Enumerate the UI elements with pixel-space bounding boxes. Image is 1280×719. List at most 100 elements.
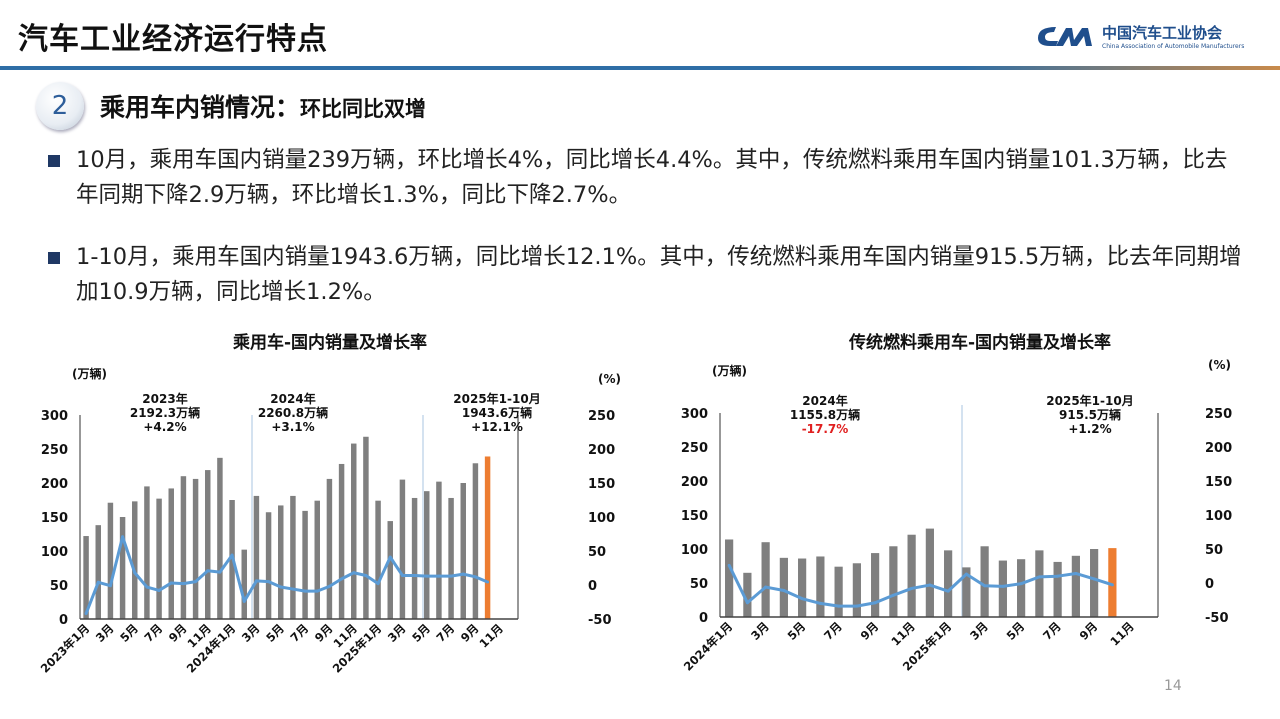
y-tick-label: 250 [41, 443, 68, 458]
bar [907, 534, 916, 617]
growth-point [157, 588, 161, 592]
growth-point [364, 573, 368, 577]
bar [436, 481, 442, 619]
y2-tick-label: 200 [588, 443, 615, 458]
x-tick-label: 5月 [409, 621, 433, 645]
bar [816, 556, 825, 617]
bar [265, 512, 272, 619]
bar [1071, 555, 1080, 617]
y-tick-label: 150 [681, 509, 708, 524]
growth-point [327, 584, 331, 588]
bar [448, 497, 454, 619]
x-tick-label: 3月 [967, 619, 991, 643]
y2-tick-label: 100 [1205, 509, 1232, 524]
period-annotation: 915.5万辆 [1059, 407, 1121, 422]
growth-line [84, 535, 489, 615]
growth-point [873, 601, 877, 605]
x-tick-label: 7月 [288, 621, 312, 645]
growth-point [818, 601, 822, 605]
growth-point [413, 573, 417, 577]
y2-tick-label: -50 [1205, 611, 1229, 626]
growth-point [764, 585, 768, 589]
bar [314, 500, 320, 619]
growth-point [1056, 574, 1060, 578]
chart-2-y-unit: (万辆) [712, 364, 747, 378]
y-tick-label: 0 [59, 613, 68, 628]
y2-tick-label: 250 [1205, 407, 1232, 422]
x-tick-label: 11月 [888, 619, 917, 648]
bar [387, 521, 393, 619]
growth-point [800, 597, 804, 601]
x-tick-label: 5月 [785, 619, 809, 643]
growth-point [108, 584, 112, 588]
growth-point [727, 563, 731, 567]
bar [363, 436, 369, 619]
growth-point [340, 577, 344, 581]
y-tick-label: 200 [681, 475, 708, 490]
bar [144, 486, 150, 619]
bar [998, 560, 1007, 617]
y2-tick-label: 100 [588, 511, 615, 526]
bar [871, 553, 880, 617]
growth-point [461, 572, 465, 576]
x-tick-label: 7月 [821, 619, 845, 643]
x-tick-label: 5月 [263, 621, 287, 645]
bar [411, 497, 418, 619]
period-annotation: -17.7% [802, 422, 849, 436]
y-tick-label: 250 [681, 441, 708, 456]
bar [1053, 561, 1062, 617]
y2-tick-label: 50 [588, 545, 606, 560]
period-annotation: 2025年1-10月 [453, 391, 540, 406]
y2-tick-label: 150 [1205, 475, 1232, 490]
bar [326, 478, 333, 619]
x-tick-label: 9月 [858, 619, 882, 643]
bar [241, 549, 247, 619]
growth-point [206, 569, 210, 573]
caam-logo: 中国汽车工业协会 China Association of Automobile… [1036, 22, 1244, 50]
y-tick-label: 150 [41, 511, 68, 526]
period-annotation: 2023年 [142, 391, 187, 406]
x-tick-label: 7月 [1040, 619, 1064, 643]
bar [944, 550, 953, 617]
bar [217, 457, 223, 619]
section-title-sub: 环比同比双增 [300, 97, 427, 121]
y-tick-label: 50 [50, 579, 68, 594]
bullet-item: 1-10月，乘用车国内销量1943.6万辆，同比增长12.1%。其中，传统燃料乘… [48, 240, 1248, 310]
y2-tick-label: 200 [1205, 441, 1232, 456]
growth-point [983, 584, 987, 588]
growth-point [437, 574, 441, 578]
x-tick-label: 3月 [93, 621, 117, 645]
y-tick-label: 300 [41, 409, 68, 424]
bar [119, 517, 126, 619]
period-annotation: 1155.8万辆 [790, 407, 860, 422]
y2-tick-label: 250 [588, 409, 615, 424]
bar [338, 463, 345, 619]
growth-point [303, 589, 307, 593]
bullet-square-icon [48, 155, 60, 167]
growth-point [291, 587, 295, 591]
header-divider [0, 66, 1280, 70]
period-annotation: 2260.8万辆 [258, 405, 328, 420]
bar [290, 495, 296, 619]
bar [472, 463, 479, 619]
growth-point [267, 580, 271, 584]
bar [83, 536, 89, 619]
y-tick-label: 300 [681, 407, 708, 422]
bar [168, 488, 174, 619]
bullet-square-icon [48, 252, 60, 264]
period-annotation: +3.1% [271, 420, 314, 434]
chart-1: 0 50 100 150 200 250 300 -50 0 50 100 150 200 250 2023… [38, 391, 615, 676]
bar [424, 491, 430, 619]
bar [192, 478, 199, 619]
bar [156, 498, 162, 619]
chart-1-title: 乘用车-国内销量及增长率 [232, 333, 428, 353]
bar [253, 495, 260, 619]
bar [302, 510, 308, 619]
growth-point [910, 586, 914, 590]
y2-tick-label: 0 [1205, 577, 1214, 592]
x-tick-label: 11月 [477, 621, 506, 650]
bar [889, 546, 898, 617]
growth-point [279, 585, 283, 589]
bar-highlight [484, 456, 491, 619]
